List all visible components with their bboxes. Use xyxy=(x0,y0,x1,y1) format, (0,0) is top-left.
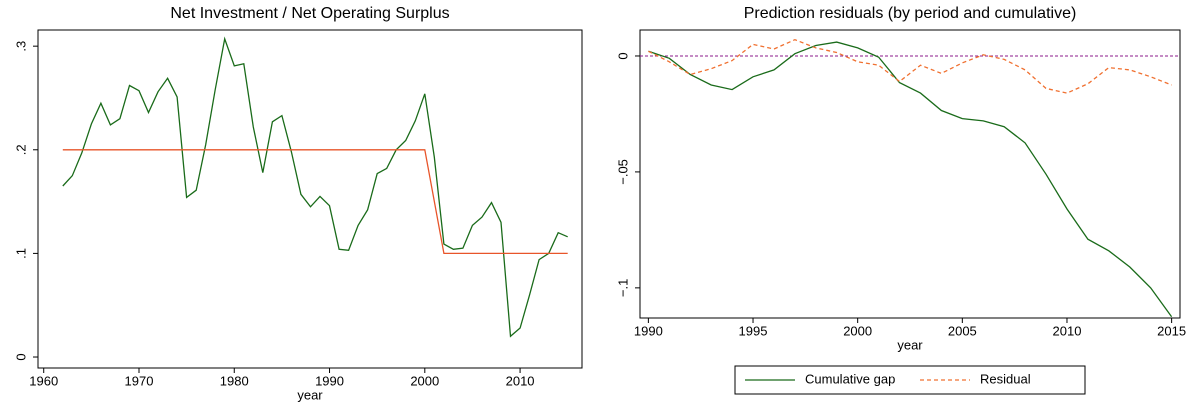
y-tick-label: .2 xyxy=(13,144,28,155)
x-tick-label: 1980 xyxy=(220,373,249,388)
legend-label: Residual xyxy=(980,371,1031,386)
series-line xyxy=(62,149,568,255)
y-tick-label: 0 xyxy=(13,353,28,360)
y-tick-label: .1 xyxy=(13,248,28,259)
plot-frame xyxy=(639,29,1181,319)
x-tick-label: 2005 xyxy=(948,323,977,338)
series-line xyxy=(648,41,1173,318)
chart-title: Prediction residuals (by period and cumu… xyxy=(744,5,1077,22)
x-tick-label: 2000 xyxy=(410,373,439,388)
series-line xyxy=(648,38,1172,94)
x-tick-label: 1990 xyxy=(634,323,663,338)
y-tick-label: −.05 xyxy=(615,159,630,185)
x-tick-label: 1990 xyxy=(315,373,344,388)
x-tick-label: 1960 xyxy=(29,373,58,388)
x-tick-label: 2000 xyxy=(843,323,872,338)
x-tick-label: 2010 xyxy=(1053,323,1082,338)
x-tick-label: 2015 xyxy=(1157,323,1186,338)
series-line xyxy=(62,36,568,338)
legend-label: Cumulative gap xyxy=(805,371,895,386)
y-tick-label: −.1 xyxy=(615,279,630,297)
x-tick-label: 2010 xyxy=(506,373,535,388)
x-axis-label: year xyxy=(297,387,323,402)
x-axis-label: year xyxy=(897,337,923,352)
y-tick-label: .3 xyxy=(13,41,28,52)
plot-frame xyxy=(37,29,583,369)
x-tick-label: 1995 xyxy=(739,323,768,338)
y-tick-label: 0 xyxy=(615,52,630,59)
x-tick-label: 1970 xyxy=(125,373,154,388)
chart-title: Net Investment / Net Operating Surplus xyxy=(170,5,449,22)
